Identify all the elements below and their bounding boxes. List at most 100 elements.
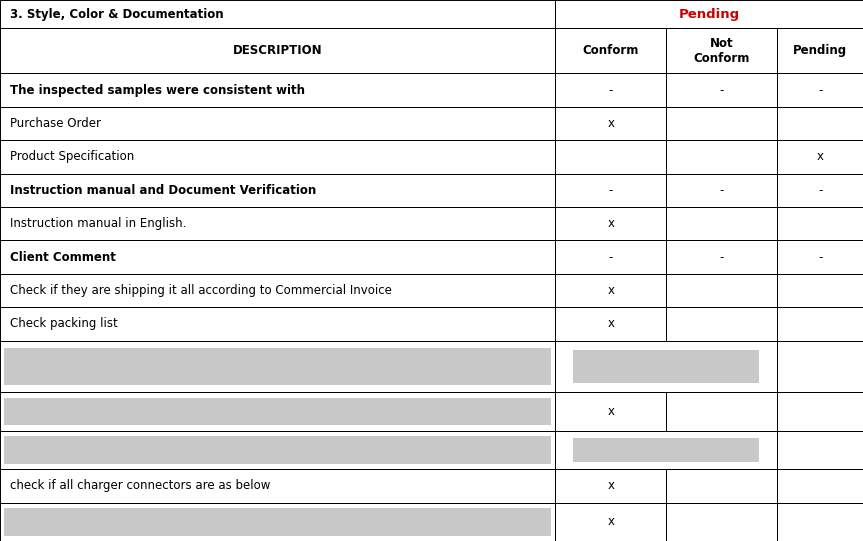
Bar xyxy=(778,74,863,107)
Bar xyxy=(778,140,863,174)
Bar xyxy=(0,274,555,307)
Text: Client Comment: Client Comment xyxy=(10,250,117,263)
Bar xyxy=(666,240,778,274)
Bar xyxy=(0,140,555,174)
Text: x: x xyxy=(608,405,614,418)
Bar xyxy=(0,74,555,107)
Bar xyxy=(555,174,666,207)
Text: DESCRIPTION: DESCRIPTION xyxy=(233,44,323,57)
Bar xyxy=(0,503,555,541)
Bar xyxy=(0,28,555,74)
Bar xyxy=(0,107,555,140)
Text: -: - xyxy=(818,184,822,197)
Text: Product Specification: Product Specification xyxy=(10,150,135,163)
Bar xyxy=(778,503,863,541)
Text: check if all charger connectors are as below: check if all charger connectors are as b… xyxy=(10,479,271,492)
Text: -: - xyxy=(818,84,822,97)
Bar xyxy=(555,28,666,74)
Bar xyxy=(778,431,863,469)
Bar xyxy=(778,207,863,240)
Bar xyxy=(555,0,863,28)
Bar xyxy=(666,307,778,341)
Bar xyxy=(555,431,778,469)
Bar xyxy=(555,469,666,503)
Bar xyxy=(778,341,863,392)
Text: Pending: Pending xyxy=(793,44,847,57)
Bar xyxy=(666,207,778,240)
Bar xyxy=(0,240,555,274)
Bar xyxy=(555,28,666,74)
Bar xyxy=(666,107,778,140)
Bar xyxy=(778,240,863,274)
Bar xyxy=(555,341,778,392)
Bar xyxy=(666,240,778,274)
Bar xyxy=(666,28,778,74)
Bar xyxy=(4,348,551,385)
Bar xyxy=(778,274,863,307)
Bar xyxy=(555,207,666,240)
Bar xyxy=(555,307,666,341)
Bar xyxy=(666,74,778,107)
Bar xyxy=(555,274,666,307)
Bar xyxy=(0,240,555,274)
Text: Purchase Order: Purchase Order xyxy=(10,117,101,130)
Bar xyxy=(4,398,551,425)
Bar xyxy=(555,107,666,140)
Bar xyxy=(0,341,555,392)
Bar xyxy=(778,392,863,431)
Bar xyxy=(666,392,778,431)
Bar xyxy=(778,107,863,140)
Bar xyxy=(555,469,666,503)
Text: -: - xyxy=(608,184,613,197)
Bar xyxy=(778,174,863,207)
Bar xyxy=(0,307,555,341)
Text: Conform: Conform xyxy=(583,44,639,57)
Bar xyxy=(0,0,555,28)
Bar xyxy=(555,240,666,274)
Bar xyxy=(666,274,778,307)
Text: x: x xyxy=(608,479,614,492)
Bar xyxy=(778,469,863,503)
Bar xyxy=(666,107,778,140)
Text: x: x xyxy=(816,150,823,163)
Bar xyxy=(666,207,778,240)
Bar xyxy=(778,341,863,392)
Text: Instruction manual in English.: Instruction manual in English. xyxy=(10,217,186,230)
Bar xyxy=(778,240,863,274)
Bar xyxy=(555,140,666,174)
Bar xyxy=(778,503,863,541)
Bar xyxy=(0,307,555,341)
Bar xyxy=(778,174,863,207)
Bar xyxy=(778,307,863,341)
Bar xyxy=(0,174,555,207)
Bar xyxy=(0,392,555,431)
Bar xyxy=(555,431,778,469)
Bar xyxy=(4,436,551,464)
Bar xyxy=(555,74,666,107)
Text: x: x xyxy=(608,284,614,297)
Bar xyxy=(555,174,666,207)
Bar xyxy=(0,207,555,240)
Bar xyxy=(778,140,863,174)
Bar xyxy=(666,74,778,107)
Bar xyxy=(555,240,666,274)
Bar xyxy=(778,431,863,469)
Bar xyxy=(555,392,666,431)
Bar xyxy=(0,174,555,207)
Bar xyxy=(0,140,555,174)
Bar xyxy=(778,28,863,74)
Bar xyxy=(666,274,778,307)
Bar xyxy=(555,0,863,28)
Bar xyxy=(666,503,778,541)
Bar xyxy=(778,207,863,240)
Text: x: x xyxy=(608,217,614,230)
Bar xyxy=(555,307,666,341)
Bar xyxy=(666,174,778,207)
Bar xyxy=(555,274,666,307)
Bar xyxy=(555,140,666,174)
Bar xyxy=(666,140,778,174)
Text: -: - xyxy=(608,250,613,263)
Text: Instruction manual and Document Verification: Instruction manual and Document Verifica… xyxy=(10,184,317,197)
Bar xyxy=(666,503,778,541)
Text: Pending: Pending xyxy=(678,8,740,21)
